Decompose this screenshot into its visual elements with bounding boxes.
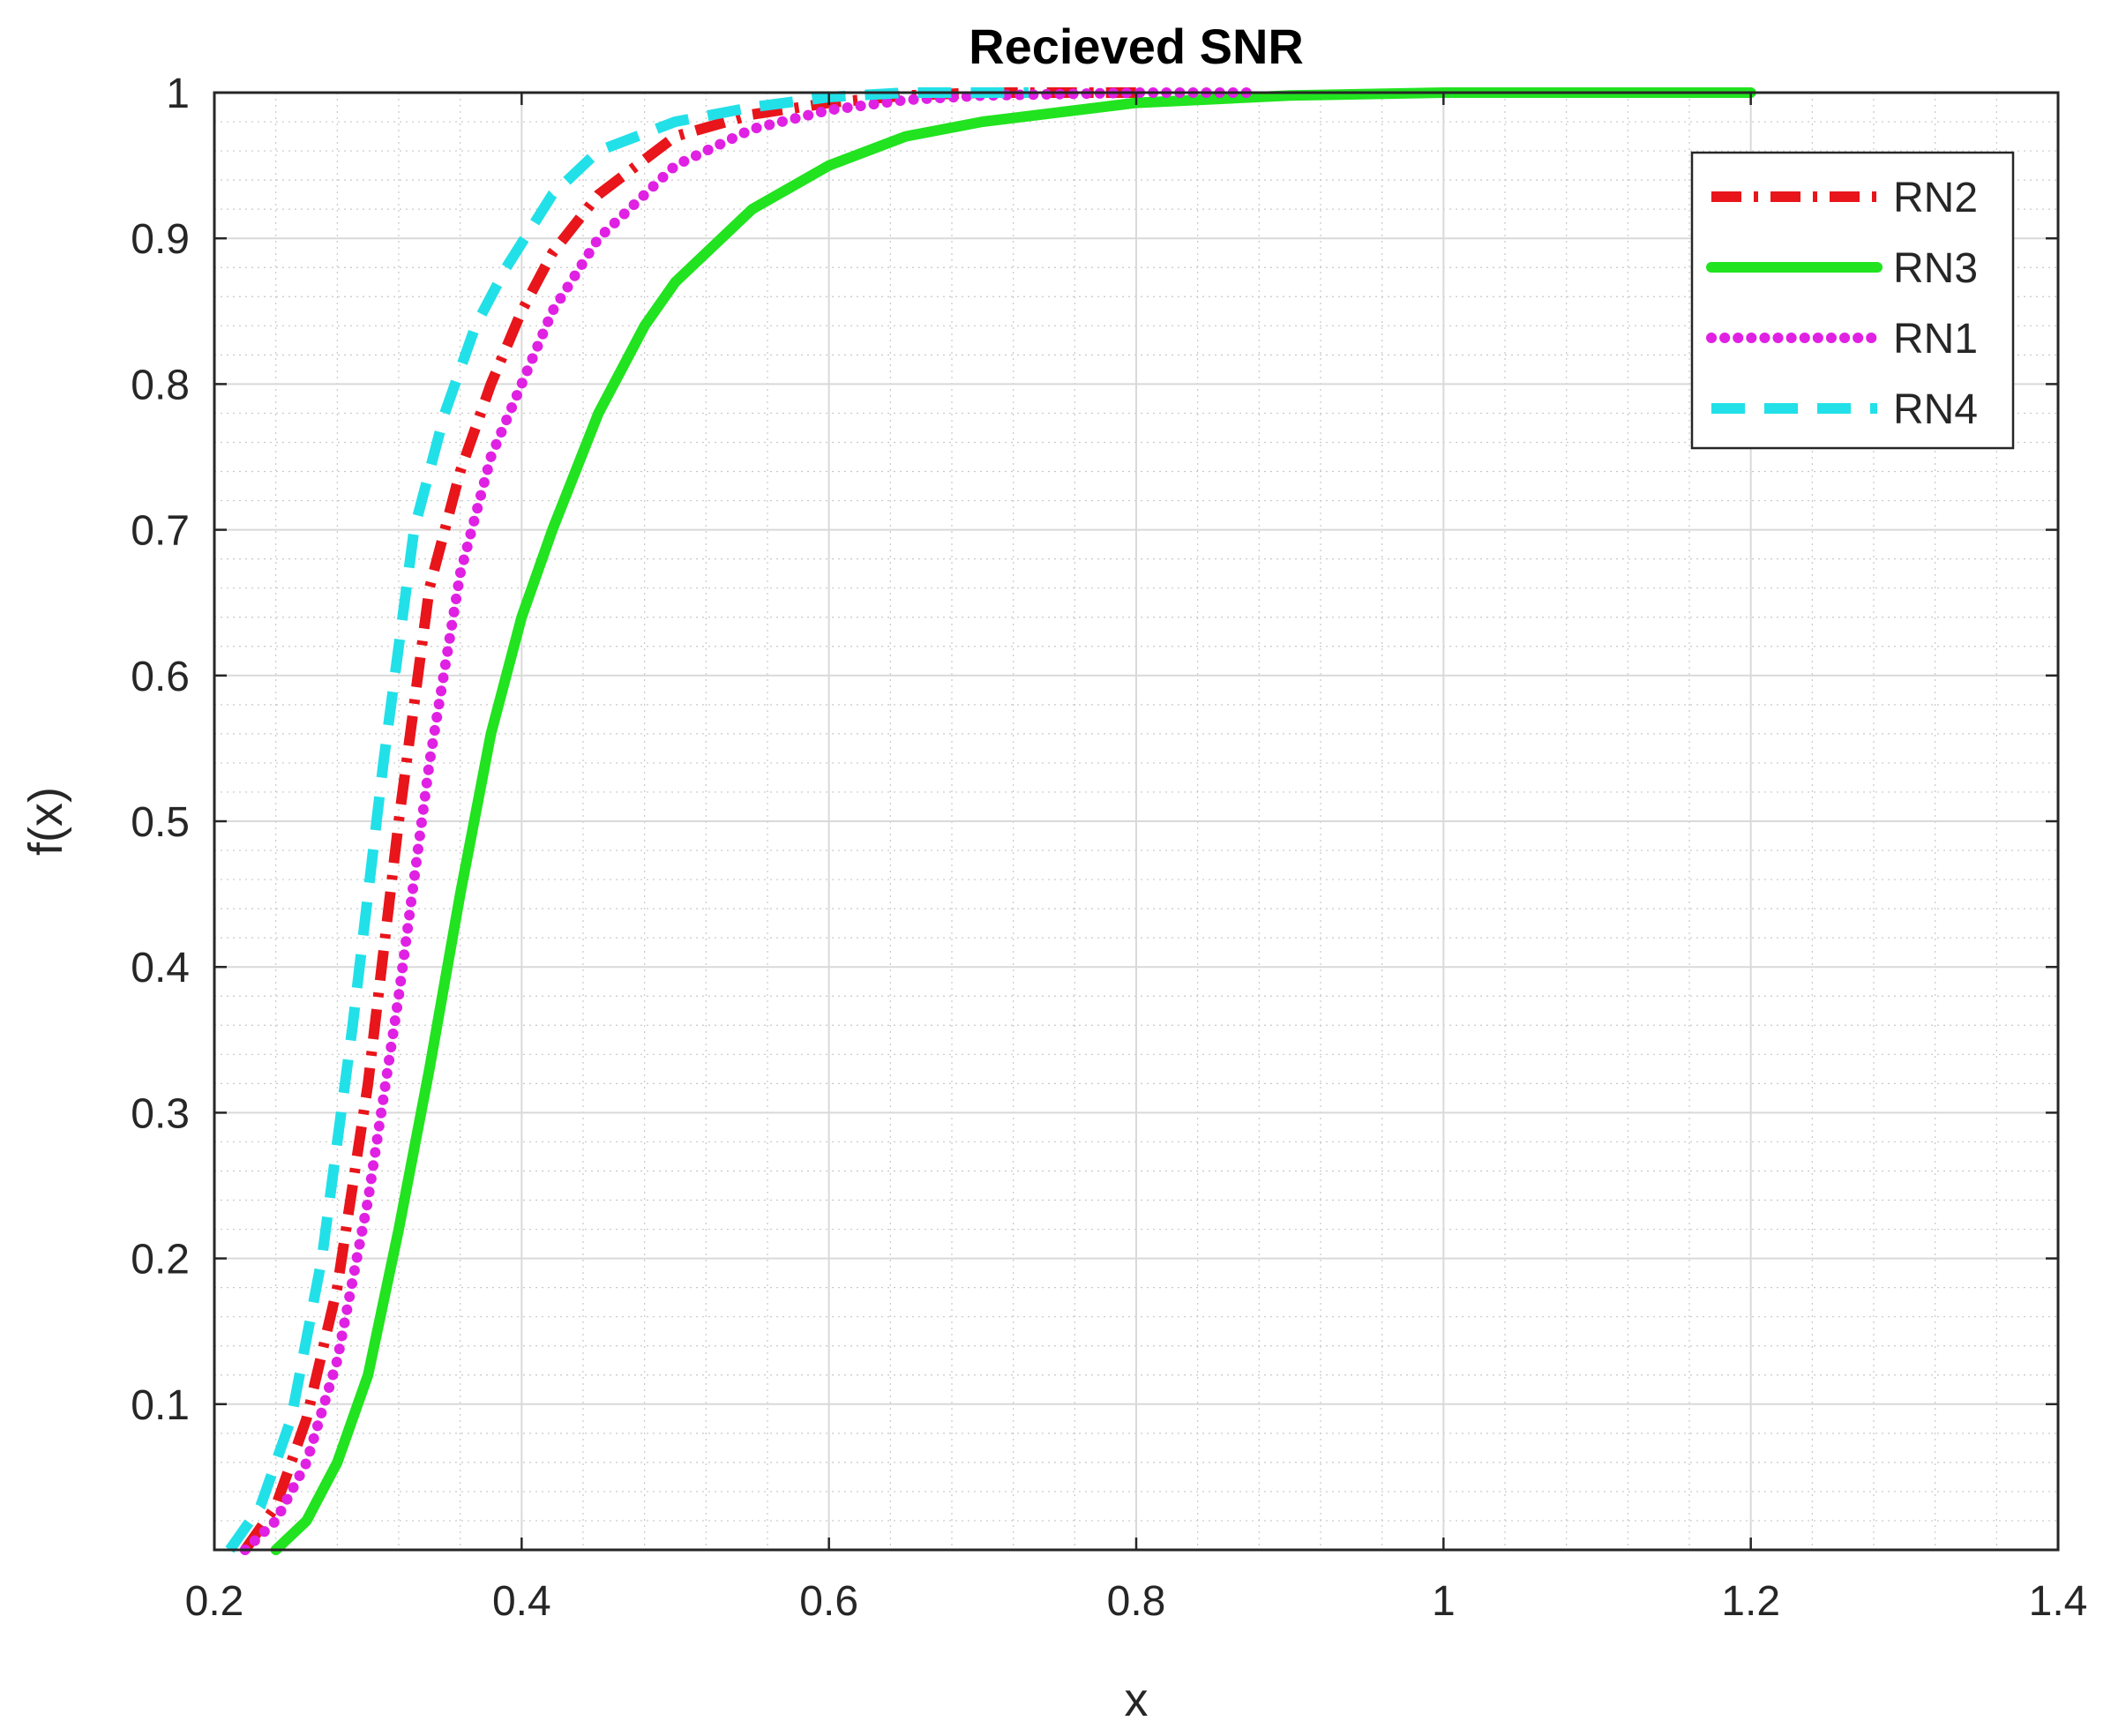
legend: RN2 RN3 RN1 RN4 — [1690, 151, 2015, 450]
legend-label-rn4: RN4 — [1893, 386, 1978, 433]
y-tick-label: 0.3 — [131, 1090, 190, 1137]
x-tick-label: 0.8 — [1107, 1578, 1166, 1625]
x-axis-tick-labels: 0.2 0.4 0.6 0.8 1 1.2 1.4 — [185, 1578, 2088, 1625]
series-layer — [225, 87, 1756, 1555]
y-tick-label: 0.4 — [131, 945, 190, 991]
y-tick-label: 0.8 — [131, 362, 190, 408]
series-line-rn4 — [225, 87, 1029, 1553]
y-tick-label: 0.9 — [131, 216, 190, 263]
series-line-rn2 — [240, 87, 1136, 1553]
y-tick-label: 0.1 — [131, 1382, 190, 1429]
series-line-rn3 — [270, 87, 1756, 1555]
x-tick-label: 0.6 — [799, 1578, 858, 1625]
legend-label-rn2: RN2 — [1893, 175, 1978, 221]
tick-marks — [213, 91, 2060, 1550]
y-axis-tick-labels: 0.1 0.2 0.3 0.4 0.5 0.6 0.7 0.8 0.9 1 — [131, 71, 190, 1429]
x-tick-label: 0.4 — [492, 1578, 551, 1625]
y-tick-label: 0.2 — [131, 1237, 190, 1283]
y-tick-label: 1 — [166, 71, 190, 117]
x-tick-label: 0.2 — [185, 1578, 244, 1625]
chart-title: Recieved SNR — [969, 19, 1304, 74]
x-tick-label: 1.4 — [2029, 1578, 2088, 1625]
x-tick-label: 1 — [1432, 1578, 1456, 1625]
y-axis-title: f(x) — [19, 787, 72, 856]
y-tick-label: 0.5 — [131, 799, 190, 846]
y-tick-label: 0.6 — [131, 654, 190, 700]
legend-label-rn3: RN3 — [1893, 245, 1978, 292]
series-line-rn1 — [239, 87, 1265, 1555]
legend-label-rn1: RN1 — [1893, 316, 1978, 363]
y-tick-label: 0.7 — [131, 508, 190, 555]
x-tick-label: 1.2 — [1721, 1578, 1780, 1625]
x-axis-title: x — [1125, 1673, 1149, 1726]
